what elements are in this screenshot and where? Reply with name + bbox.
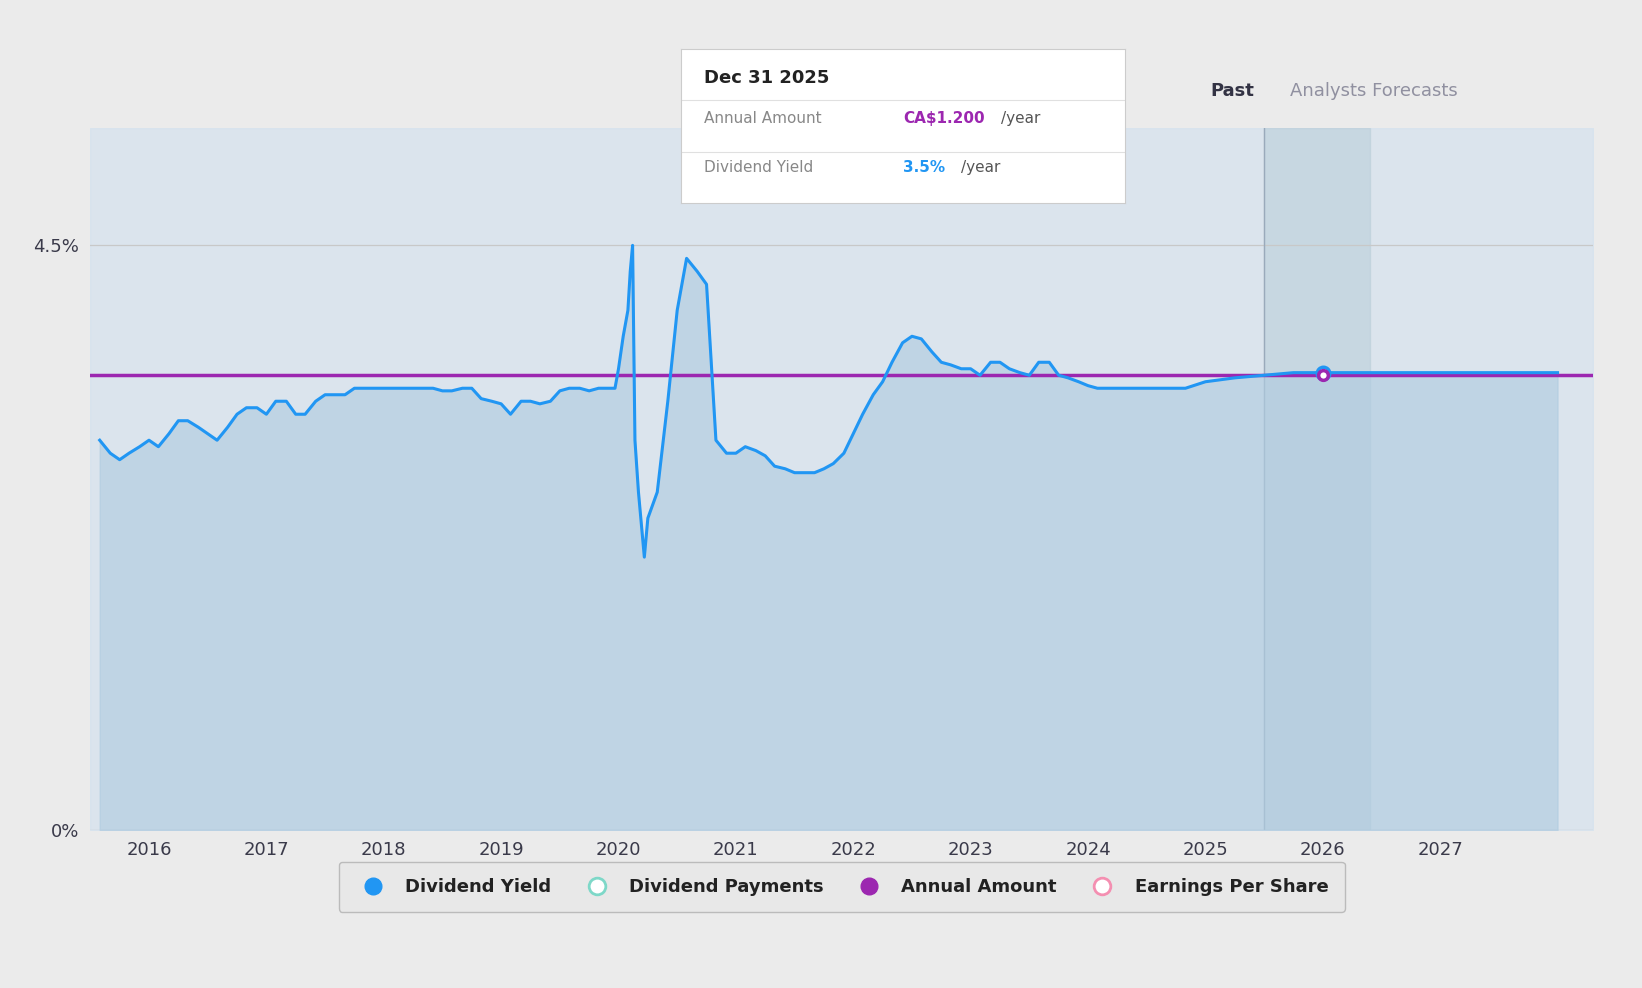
Text: Annual Amount: Annual Amount bbox=[704, 111, 821, 125]
Text: 3.5%: 3.5% bbox=[903, 160, 946, 175]
Text: /year: /year bbox=[1000, 111, 1039, 125]
Text: Dividend Yield: Dividend Yield bbox=[704, 160, 813, 175]
Text: /year: /year bbox=[961, 160, 1000, 175]
Text: Past: Past bbox=[1210, 82, 1254, 101]
Text: CA$1.200: CA$1.200 bbox=[903, 111, 985, 125]
Text: Dec 31 2025: Dec 31 2025 bbox=[704, 69, 829, 87]
Text: Analysts Forecasts: Analysts Forecasts bbox=[1291, 82, 1458, 101]
Legend: Dividend Yield, Dividend Payments, Annual Amount, Earnings Per Share: Dividend Yield, Dividend Payments, Annua… bbox=[338, 862, 1345, 912]
Bar bbox=[1264, 128, 1369, 830]
